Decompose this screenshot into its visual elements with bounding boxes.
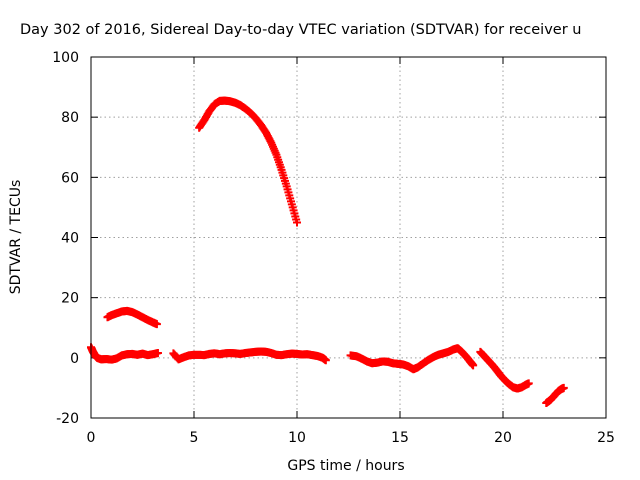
data-series [103,306,161,329]
x-tick-label: 0 [87,430,96,446]
y-tick-label: 0 [70,351,79,367]
grid [91,57,606,418]
data-point [524,379,533,388]
x-tick-label: 25 [597,430,615,446]
y-tick-label: -20 [56,411,79,427]
y-tick-label: 20 [61,291,79,307]
data-series [195,96,301,227]
x-tick-label: 15 [391,430,409,446]
y-tick-label: 40 [61,231,79,247]
axis-ticks: 0 5 10 15 20 25 -20 0 20 40 60 80 100 [52,50,615,446]
y-tick-label: 100 [52,50,79,66]
data-point [469,361,478,370]
y-tick-label: 80 [61,110,79,126]
x-tick-label: 10 [288,430,306,446]
x-tick-label: 5 [190,430,199,446]
plot-frame [90,56,607,419]
chart-title: Day 302 of 2016, Sidereal Day-to-day VTE… [20,22,581,38]
data-marks [87,96,568,407]
data-point [153,349,162,358]
data-point [293,218,301,227]
data-point [321,356,330,365]
x-axis-label: GPS time / hours [287,458,404,474]
data-series [542,383,568,407]
x-tick-label: 20 [494,430,512,446]
data-series [87,343,162,364]
data-point [559,383,568,392]
data-series [476,347,533,393]
data-point [152,320,161,329]
y-tick-label: 60 [61,170,79,186]
data-series [346,344,478,374]
data-series [169,347,330,365]
y-axis-label: SDTVAR / TECUs [8,180,24,295]
